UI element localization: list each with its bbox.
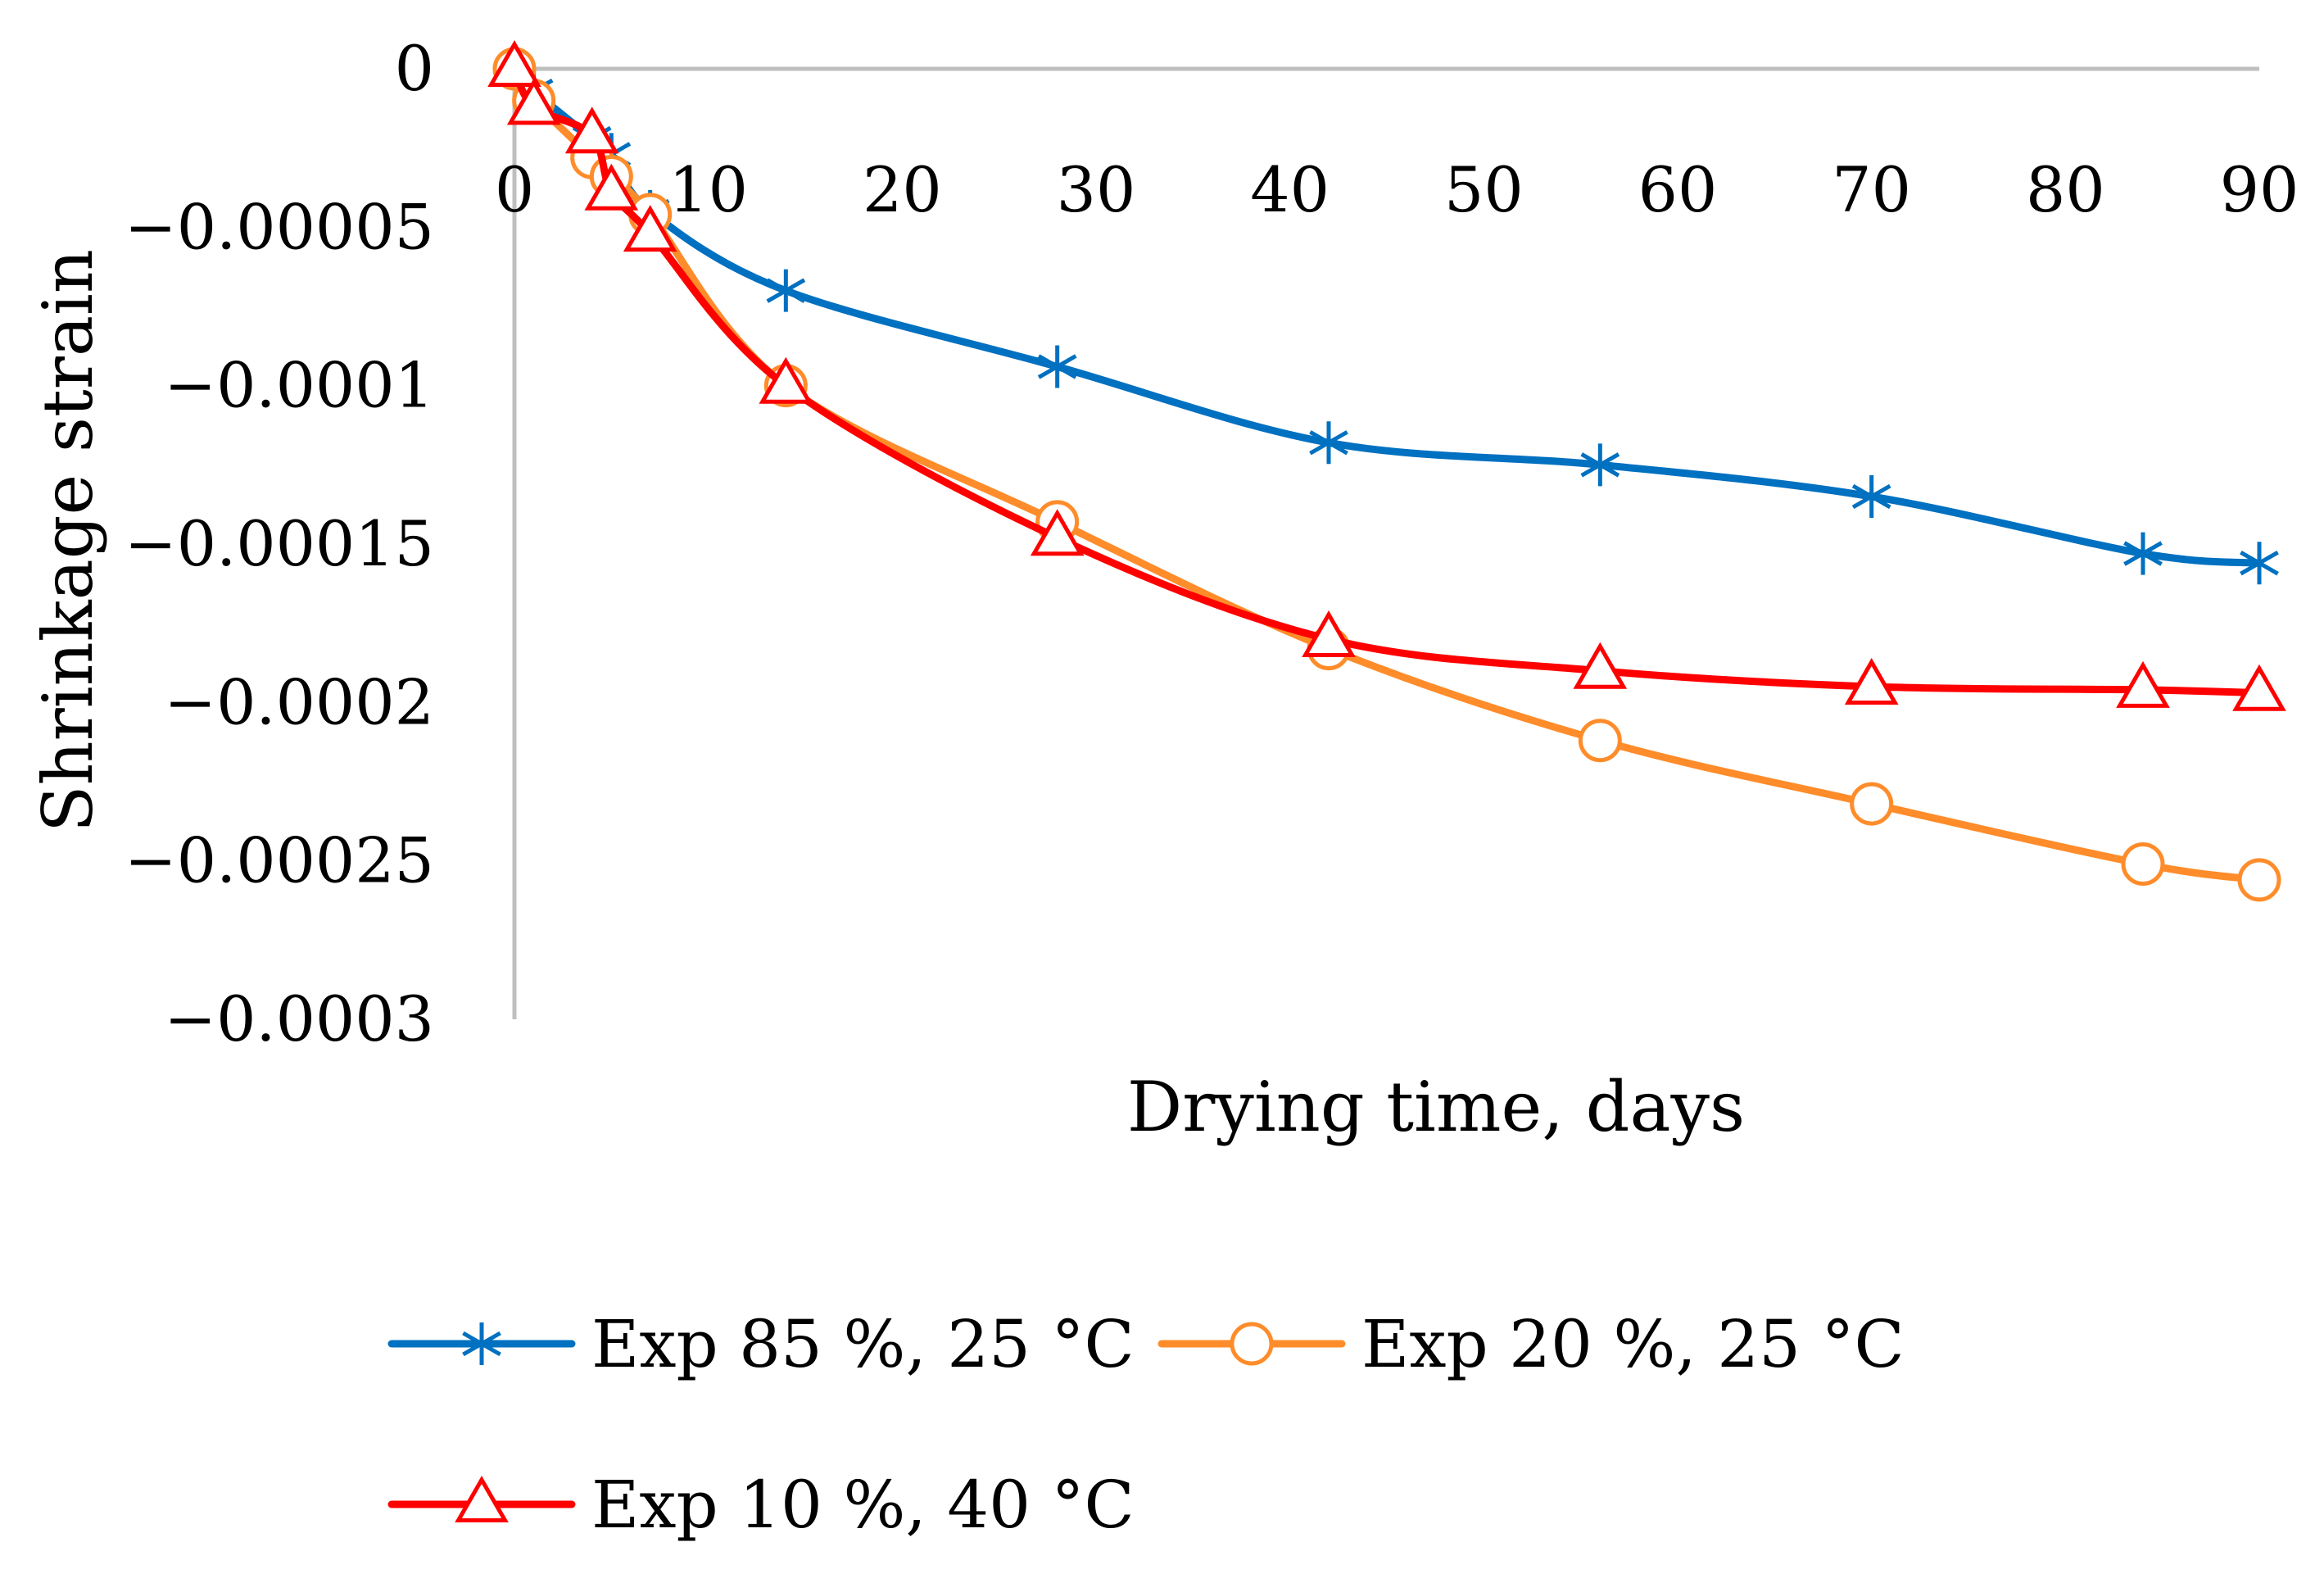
data-point <box>584 163 639 211</box>
legend: Exp 85 %, 25 °C Exp 20 %, 25 °C Exp 10 %, … <box>387 1306 1905 1543</box>
data-point <box>1850 782 1894 826</box>
data-point <box>1302 610 1356 657</box>
x-tick-label: 40 <box>1250 153 1330 226</box>
x-tick-label: 90 <box>2220 153 2299 226</box>
data-point <box>2116 660 2170 708</box>
data-point <box>1037 345 1077 388</box>
y-tick-label: −0.00005 <box>125 190 434 263</box>
legend-item: Exp 10 %, 40 °C <box>387 1467 1135 1543</box>
legend-label: Exp 85 %, 25 °C <box>591 1306 1135 1382</box>
data-point <box>759 356 813 404</box>
data-point <box>1580 443 1620 487</box>
data-point <box>487 39 541 87</box>
legend-label: Exp 20 %, 25 °C <box>1361 1306 1905 1382</box>
x-axis-title: Drying time, days <box>1127 1067 1745 1147</box>
series-line <box>510 65 2263 567</box>
data-point <box>1578 719 1622 763</box>
y-axis-title: Shrinkage strain <box>28 249 108 832</box>
y-tick-label: −0.0002 <box>164 665 434 738</box>
series-2 <box>492 47 2281 902</box>
x-tick-label: 60 <box>1638 153 1718 226</box>
y-tick-label: −0.0003 <box>164 982 434 1055</box>
y-tick-label: −0.00015 <box>125 507 434 580</box>
y-tick-label: 0 <box>395 32 434 105</box>
series-layer <box>487 39 2286 902</box>
x-tick-label: 30 <box>1057 153 1136 226</box>
legend-item: Exp 85 %, 25 °C <box>387 1306 1135 1382</box>
axes-layer <box>512 52 2259 1019</box>
data-point <box>766 269 806 312</box>
y-tick-label: −0.00025 <box>125 824 434 897</box>
legend-marker <box>462 1322 501 1365</box>
data-point <box>2237 858 2281 902</box>
series-1 <box>495 48 2279 585</box>
data-point <box>506 78 561 125</box>
legend-marker <box>1230 1322 1274 1366</box>
data-point <box>2121 842 2165 887</box>
data-point <box>2240 542 2279 585</box>
data-point <box>1309 421 1348 465</box>
data-point <box>1030 509 1085 556</box>
data-point <box>1844 657 1899 705</box>
series-line <box>510 65 2263 884</box>
data-point <box>564 107 619 154</box>
x-tick-label: 10 <box>668 153 748 226</box>
y-tick-label: −0.0001 <box>164 349 434 422</box>
x-tick-label: 70 <box>1832 153 1911 226</box>
labels-layer: 0 10 20 30 40 50 60 70 80 90 0 −0.00005 −0.0001 −0.00… <box>28 32 2299 1147</box>
legend-marker <box>455 1475 509 1522</box>
data-point <box>2123 532 2163 575</box>
legend-item: Exp 20 %, 25 °C <box>1157 1306 1905 1382</box>
x-tick-label: 80 <box>2026 153 2105 226</box>
x-tick-label: 20 <box>863 153 942 226</box>
data-point <box>2232 664 2286 711</box>
data-point <box>623 205 677 252</box>
data-point <box>1573 642 1628 689</box>
x-tick-label: 50 <box>1444 153 1524 226</box>
series-3 <box>487 39 2286 711</box>
legend-label: Exp 10 %, 40 °C <box>591 1467 1135 1543</box>
x-tick-label: 0 <box>495 153 534 226</box>
data-point <box>1851 475 1891 518</box>
